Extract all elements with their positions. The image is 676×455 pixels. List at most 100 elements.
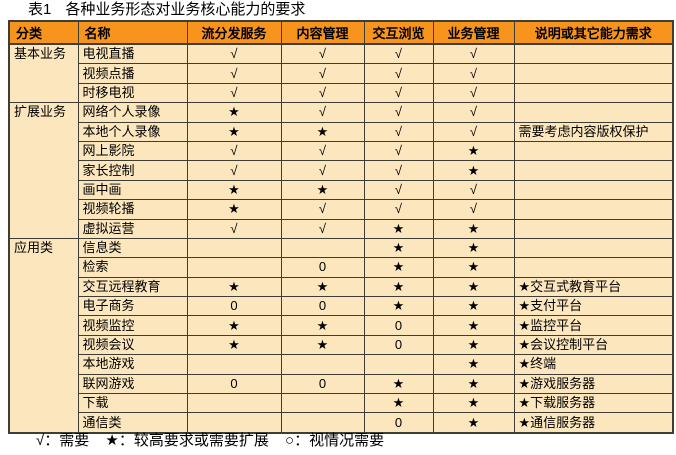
capability-cell: √ [280, 82, 365, 104]
capability-cell: √ [432, 43, 515, 65]
capability-cell: √ [186, 82, 282, 104]
table-row: 电子商务 0 0 ★ ★ ★支付平台 [9, 296, 674, 317]
capability-cell: 0 [363, 334, 434, 356]
note-cell [513, 82, 674, 104]
service-name-cell: 网络个人录像 [77, 102, 188, 123]
legend-item-circle: ○：视情况需要 [285, 432, 385, 449]
note-cell: ★通信服务器 [513, 412, 674, 434]
capability-cell [363, 354, 434, 375]
service-name-cell: 时移电视 [77, 82, 188, 104]
col-header-notes: 说明或其它能力需求 [513, 20, 674, 45]
capability-cell: √ [363, 82, 434, 104]
category-cell: 扩展业务 [8, 102, 79, 239]
service-name-cell: 画中画 [77, 179, 188, 201]
note-cell [513, 218, 674, 239]
note-cell [513, 63, 674, 84]
legend-item-check: √：需要 [36, 432, 90, 449]
capability-cell: √ [432, 179, 515, 201]
capability-cell: √ [280, 43, 365, 65]
capability-cell: ★ [363, 237, 434, 259]
capability-cell: ★ [186, 315, 282, 336]
note-cell [513, 43, 674, 65]
capability-cell: √ [280, 102, 365, 123]
note-cell: ★终端 [513, 354, 674, 375]
capability-cell: ★ [432, 140, 515, 162]
table-body: 基本业务 电视直播 √ √ √ √ 视频点播 √ √ √ √ 时移电视 √ √ √ √ 扩展业务 网络个人录像 ★ √… [8, 43, 674, 434]
capability-cell: ★ [363, 218, 434, 239]
capability-cell: √ [363, 63, 434, 84]
table-row: 下载 ★ ★ ★下载服务器 [9, 393, 674, 414]
capability-cell: ★ [432, 237, 515, 259]
service-name-cell: 电视直播 [77, 43, 188, 65]
table-row: 交互远程教育 ★ ★ ★ ★ ★交互式教育平台 [9, 276, 674, 298]
category-cell: 基本业务 [8, 43, 79, 104]
service-name-cell: 家长控制 [77, 160, 188, 181]
table-row: 时移电视 √ √ √ √ [9, 82, 674, 104]
capability-cell [186, 412, 282, 434]
capability-cell: ★ [363, 393, 434, 414]
capability-cell: √ [280, 140, 365, 162]
note-cell: ★游戏服务器 [513, 373, 674, 395]
capability-cell: ★ [186, 121, 282, 142]
capability-cell: √ [432, 63, 515, 84]
note-cell: 需要考虑内容版权保护 [513, 121, 674, 142]
note-cell [513, 237, 674, 259]
capability-cell: 0 [186, 373, 282, 395]
table-row: 扩展业务 网络个人录像 ★ √ √ √ [8, 102, 674, 239]
capability-cell: 0 [280, 373, 365, 395]
capability-cell: ★ [186, 179, 282, 201]
note-cell: ★下载服务器 [513, 393, 674, 414]
capability-cell: ★ [432, 334, 515, 356]
service-name-cell: 视频监控 [77, 315, 188, 336]
col-header-interactive-browsing: 交互浏览 [363, 20, 434, 45]
capability-cell: √ [363, 179, 434, 201]
table-row: 本地个人录像 ★ ★ √ √ 需要考虑内容版权保护 [9, 121, 674, 142]
capability-cell: √ [280, 160, 365, 181]
capability-cell: ★ [186, 334, 282, 356]
table-title: 表1 各种业务形态对业务核心能力的要求 [28, 1, 305, 19]
capability-cell: √ [186, 43, 282, 65]
service-name-cell: 视频会议 [77, 334, 188, 356]
header-row: 分类 名称 流分发服务 内容管理 交互浏览 业务管理 说明或其它能力需求 [8, 20, 674, 45]
capability-cell: ★ [280, 334, 365, 356]
note-cell [513, 257, 674, 278]
capability-cell: ★ [432, 257, 515, 278]
note-cell: ★会议控制平台 [513, 334, 674, 356]
capability-cell: √ [363, 121, 434, 142]
capability-cell: ★ [432, 276, 515, 298]
capability-cell: ★ [363, 373, 434, 395]
table-row: 基本业务 电视直播 √ √ √ √ [8, 43, 674, 104]
capability-cell: 0 [280, 257, 365, 278]
capability-cell: √ [432, 82, 515, 104]
capability-cell [280, 412, 365, 434]
table-row: 检索 0 ★ ★ [9, 257, 674, 278]
note-cell [513, 199, 674, 220]
col-header-stream-distribution: 流分发服务 [186, 20, 282, 45]
note-cell [513, 102, 674, 123]
table-row: 通信类 0 ★ ★通信服务器 [9, 412, 674, 434]
capability-cell [280, 354, 365, 375]
capability-cell [280, 393, 365, 414]
title-text: 各种业务形态对业务核心能力的要求 [65, 1, 306, 18]
col-header-category: 分类 [8, 20, 79, 45]
capability-cell: 0 [363, 315, 434, 336]
service-name-cell: 本地个人录像 [77, 121, 188, 142]
capability-cell: √ [280, 218, 365, 239]
capability-cell: √ [280, 199, 365, 220]
table-row: 网上影院 √ √ √ ★ [9, 140, 674, 162]
table-row: 视频轮播 ★ √ √ √ [9, 199, 674, 220]
capability-cell: ★ [363, 296, 434, 317]
note-cell: ★支付平台 [513, 296, 674, 317]
service-name-cell: 联网游戏 [77, 373, 188, 395]
capability-cell: ★ [280, 276, 365, 298]
capability-cell: ★ [432, 218, 515, 239]
capability-cell: √ [186, 160, 282, 181]
service-name-cell: 视频点播 [77, 63, 188, 84]
service-name-cell: 电子商务 [77, 296, 188, 317]
note-cell [513, 179, 674, 201]
table-row: 本地游戏 ★ ★终端 [9, 354, 674, 375]
note-cell [513, 160, 674, 181]
capability-cell: √ [363, 140, 434, 162]
table-row: 虚拟运营 √ √ ★ ★ [9, 218, 674, 239]
